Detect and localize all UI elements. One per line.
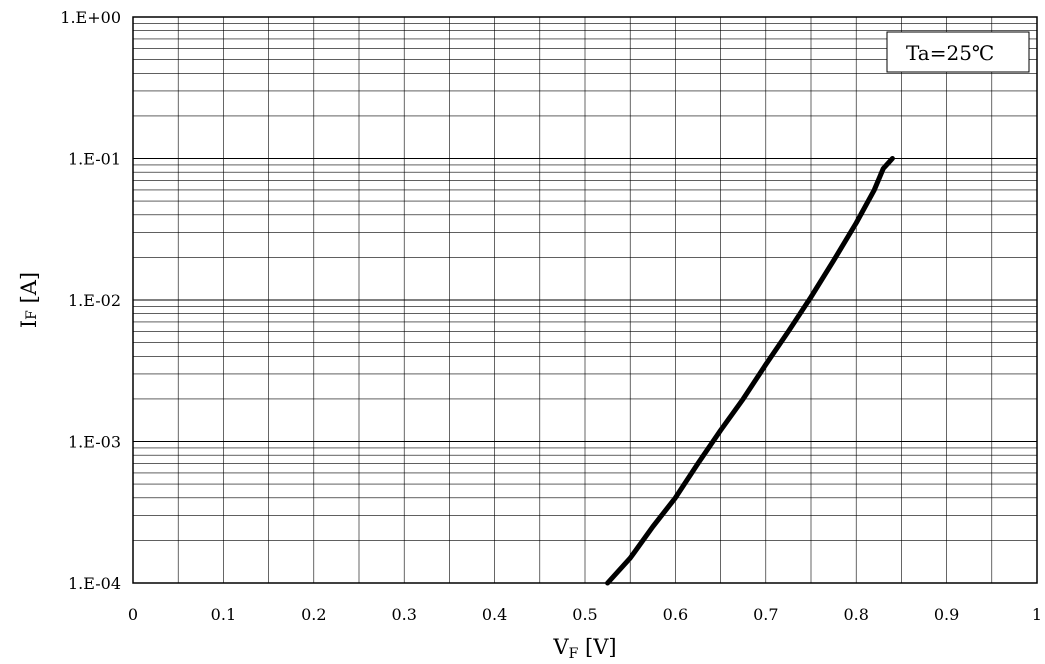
x-axis-label-subscript: F — [569, 646, 579, 662]
x-tick-labels: 0 0.1 0.2 0.3 0.4 0.5 0.6 0.7 0.8 0.9 1 — [128, 605, 1042, 624]
y-tick-label: 1.E-03 — [68, 433, 121, 452]
annotation-box — [886, 31, 1030, 73]
x-tick-label: 0.7 — [753, 605, 778, 624]
series-line — [605, 156, 895, 586]
x-tick-label: 0.4 — [482, 605, 507, 624]
x-tick-label: 0.1 — [211, 605, 236, 624]
y-tick-label: 1.E-01 — [68, 150, 121, 169]
x-tick-label: 0.9 — [934, 605, 959, 624]
x-axis-label-space — [578, 635, 585, 659]
temperature-annotation: Ta=25℃ — [886, 31, 1030, 73]
y-tick-label: 1.E+00 — [60, 8, 121, 27]
x-axis-label: VF [V] — [552, 635, 616, 662]
y-tick-label: 1.E-02 — [68, 291, 121, 310]
x-tick-label: 0.3 — [391, 605, 416, 624]
y-axis-label: IF [A] — [17, 272, 41, 328]
x-tick-label: 0.6 — [663, 605, 688, 624]
y-tick-labels: 1.E-04 1.E-03 1.E-02 1.E-01 1.E+00 — [60, 8, 121, 593]
annotation-text: Ta=25℃ — [906, 41, 994, 65]
x-tick-label: 0 — [128, 605, 138, 624]
y-tick-label: 1.E-04 — [68, 574, 121, 593]
y-axis-label-space — [17, 303, 41, 310]
series-group — [605, 156, 895, 586]
x-tick-label: 1 — [1032, 605, 1042, 624]
y-axis-label-main: I — [17, 320, 41, 328]
y-axis-label-subscript: F — [24, 310, 40, 320]
x-tick-label: 0.8 — [843, 605, 868, 624]
x-axis-label-main: V — [552, 635, 569, 659]
x-tick-label: 0.5 — [572, 605, 597, 624]
grid — [133, 17, 1037, 583]
y-axis-label-unit: [A] — [17, 272, 41, 304]
x-axis-label-unit: [V] — [585, 635, 617, 659]
plot-frame — [132, 16, 1038, 584]
x-tick-label: 0.2 — [301, 605, 326, 624]
